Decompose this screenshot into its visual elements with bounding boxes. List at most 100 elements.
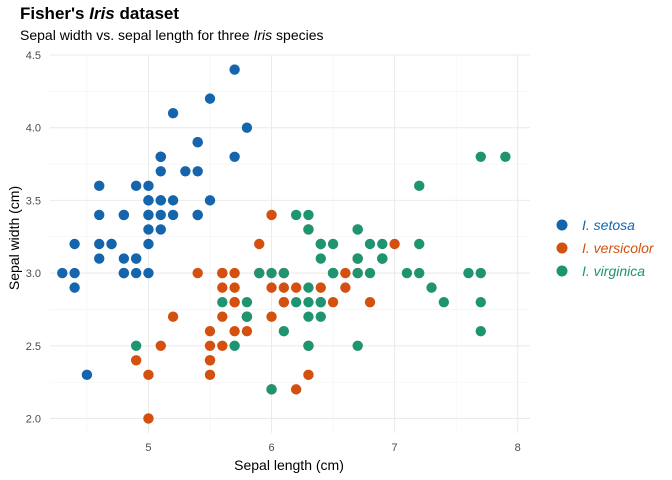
data-point [414,267,425,279]
data-point [241,122,253,133]
data-point [290,209,302,221]
data-point [130,253,142,264]
data-point [155,340,166,351]
data-point [57,267,68,279]
data-point [69,282,80,293]
data-point [143,209,154,221]
data-point [106,238,117,250]
data-point [278,267,290,279]
data-point [192,137,203,148]
data-point [229,340,240,351]
data-point [130,267,142,279]
y-tick-label: 3.0 [26,268,41,280]
y-tick-label: 4.5 [26,50,41,62]
data-point [94,180,105,192]
data-point [352,340,363,351]
data-point [155,195,166,206]
data-point [278,282,290,293]
data-point [229,282,240,293]
data-point [266,384,277,395]
data-point [389,238,400,250]
data-point [303,340,314,351]
data-point [266,282,277,293]
data-point [204,369,216,381]
data-point [143,195,154,206]
legend-label: I. setosa [582,217,635,233]
data-point [204,355,216,366]
data-point [475,151,486,162]
legend-key [556,219,568,231]
data-point [414,238,425,250]
data-point [303,282,314,293]
data-point [204,340,216,351]
x-tick-labels: 5 6 7 8 [145,442,520,454]
data-point [364,238,376,250]
x-tick-label: 8 [515,442,521,454]
data-point [340,282,351,293]
data-point [118,209,130,221]
data-point [254,267,265,279]
data-point [217,311,228,322]
data-point [327,296,339,308]
data-point [229,296,240,308]
data-point [143,238,154,250]
data-point [475,267,486,279]
data-point [266,209,277,221]
data-point [315,282,326,293]
grid-minor [50,55,530,433]
data-point [303,296,314,308]
data-point [229,267,240,279]
data-point [192,209,203,221]
data-point [303,209,314,221]
data-point [229,64,240,75]
y-tick-label: 3.5 [26,195,41,207]
data-point [364,267,376,279]
data-point [229,326,240,337]
data-point [303,311,314,322]
x-tick-label: 5 [145,442,151,454]
data-point [143,413,154,424]
chart-title: Fisher's Iris dataset [20,4,180,23]
data-point [130,180,142,192]
data-point [426,282,437,293]
data-point [377,238,388,250]
data-point [475,326,486,337]
data-point [167,209,179,221]
y-axis-label: Sepal width (cm) [6,186,22,290]
data-point [143,369,154,381]
data-points [57,64,511,424]
data-point [155,209,166,221]
legend-key [556,265,568,277]
data-point [438,296,450,308]
data-point [69,238,80,250]
data-point [290,384,302,395]
data-point [217,340,228,351]
data-point [290,296,302,308]
data-point [143,180,154,192]
legend-label: I. virginica [582,263,645,279]
data-point [327,238,339,250]
data-point [204,326,216,337]
data-point [340,267,351,279]
data-point [94,238,105,250]
data-point [315,253,326,264]
data-point [401,267,413,279]
data-point [352,267,363,279]
legend-label: I. versicolor [582,240,655,256]
data-point [315,238,326,250]
data-point [327,267,339,279]
data-point [130,340,142,351]
data-point [352,253,363,264]
data-point [167,107,179,119]
x-tick-label: 6 [268,442,274,454]
data-point [266,267,277,279]
data-point [118,267,130,279]
data-point [254,238,265,250]
data-point [217,267,228,279]
y-tick-label: 2.0 [26,413,41,425]
data-point [278,326,290,337]
data-point [155,166,166,177]
data-point [475,296,486,308]
data-point [241,296,253,308]
